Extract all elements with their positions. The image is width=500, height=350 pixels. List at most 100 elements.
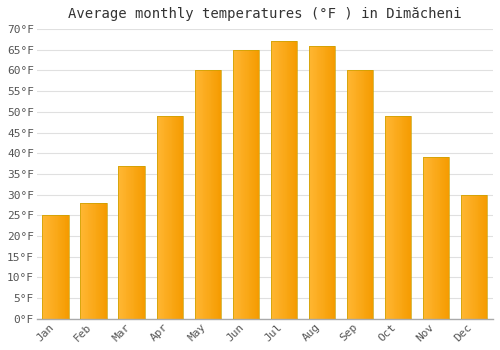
- Bar: [292, 42, 293, 319]
- Bar: [466, 195, 467, 319]
- Bar: [312, 46, 313, 319]
- Bar: [160, 116, 161, 319]
- Bar: [353, 70, 354, 319]
- Bar: [464, 195, 465, 319]
- Bar: [240, 50, 242, 319]
- Bar: [251, 50, 252, 319]
- Title: Average monthly temperatures (°F ) in Dimăcheni: Average monthly temperatures (°F ) in Di…: [68, 7, 462, 21]
- Bar: [248, 50, 250, 319]
- Bar: [398, 116, 399, 319]
- Bar: [169, 116, 170, 319]
- Bar: [278, 42, 280, 319]
- Bar: [62, 215, 63, 319]
- Bar: [122, 166, 123, 319]
- Bar: [50, 215, 51, 319]
- Bar: [389, 116, 390, 319]
- Bar: [366, 70, 367, 319]
- Bar: [422, 158, 424, 319]
- Bar: [118, 166, 145, 319]
- Bar: [137, 166, 138, 319]
- Bar: [354, 70, 356, 319]
- Bar: [308, 46, 335, 319]
- Bar: [136, 166, 137, 319]
- Bar: [98, 203, 99, 319]
- Bar: [388, 116, 389, 319]
- Bar: [277, 42, 278, 319]
- Bar: [128, 166, 129, 319]
- Bar: [243, 50, 244, 319]
- Bar: [58, 215, 59, 319]
- Bar: [270, 42, 297, 319]
- Bar: [144, 166, 145, 319]
- Bar: [245, 50, 246, 319]
- Bar: [174, 116, 175, 319]
- Bar: [92, 203, 93, 319]
- Bar: [106, 203, 107, 319]
- Bar: [361, 70, 362, 319]
- Bar: [392, 116, 394, 319]
- Bar: [88, 203, 90, 319]
- Bar: [139, 166, 140, 319]
- Bar: [94, 203, 96, 319]
- Bar: [200, 70, 202, 319]
- Bar: [329, 46, 330, 319]
- Bar: [83, 203, 84, 319]
- Bar: [422, 158, 450, 319]
- Bar: [283, 42, 284, 319]
- Bar: [316, 46, 318, 319]
- Bar: [334, 46, 335, 319]
- Bar: [212, 70, 213, 319]
- Bar: [483, 195, 484, 319]
- Bar: [156, 116, 183, 319]
- Bar: [213, 70, 214, 319]
- Bar: [352, 70, 353, 319]
- Bar: [280, 42, 281, 319]
- Bar: [427, 158, 428, 319]
- Bar: [446, 158, 448, 319]
- Bar: [282, 42, 283, 319]
- Bar: [176, 116, 177, 319]
- Bar: [390, 116, 391, 319]
- Bar: [402, 116, 404, 319]
- Bar: [394, 116, 396, 319]
- Bar: [56, 215, 58, 319]
- Bar: [404, 116, 405, 319]
- Bar: [66, 215, 68, 319]
- Bar: [472, 195, 473, 319]
- Bar: [360, 70, 361, 319]
- Bar: [68, 215, 69, 319]
- Bar: [407, 116, 408, 319]
- Bar: [199, 70, 200, 319]
- Bar: [42, 215, 69, 319]
- Bar: [346, 70, 374, 319]
- Bar: [358, 70, 359, 319]
- Bar: [405, 116, 406, 319]
- Bar: [237, 50, 238, 319]
- Bar: [52, 215, 53, 319]
- Bar: [470, 195, 472, 319]
- Bar: [182, 116, 183, 319]
- Bar: [164, 116, 166, 319]
- Bar: [85, 203, 86, 319]
- Bar: [218, 70, 220, 319]
- Bar: [289, 42, 290, 319]
- Bar: [48, 215, 50, 319]
- Bar: [120, 166, 121, 319]
- Bar: [486, 195, 488, 319]
- Bar: [476, 195, 478, 319]
- Bar: [90, 203, 91, 319]
- Bar: [430, 158, 432, 319]
- Bar: [194, 70, 221, 319]
- Bar: [132, 166, 134, 319]
- Bar: [437, 158, 438, 319]
- Bar: [467, 195, 468, 319]
- Bar: [308, 46, 310, 319]
- Bar: [410, 116, 412, 319]
- Bar: [462, 195, 464, 319]
- Bar: [285, 42, 286, 319]
- Bar: [239, 50, 240, 319]
- Bar: [386, 116, 388, 319]
- Bar: [161, 116, 162, 319]
- Bar: [275, 42, 276, 319]
- Bar: [321, 46, 322, 319]
